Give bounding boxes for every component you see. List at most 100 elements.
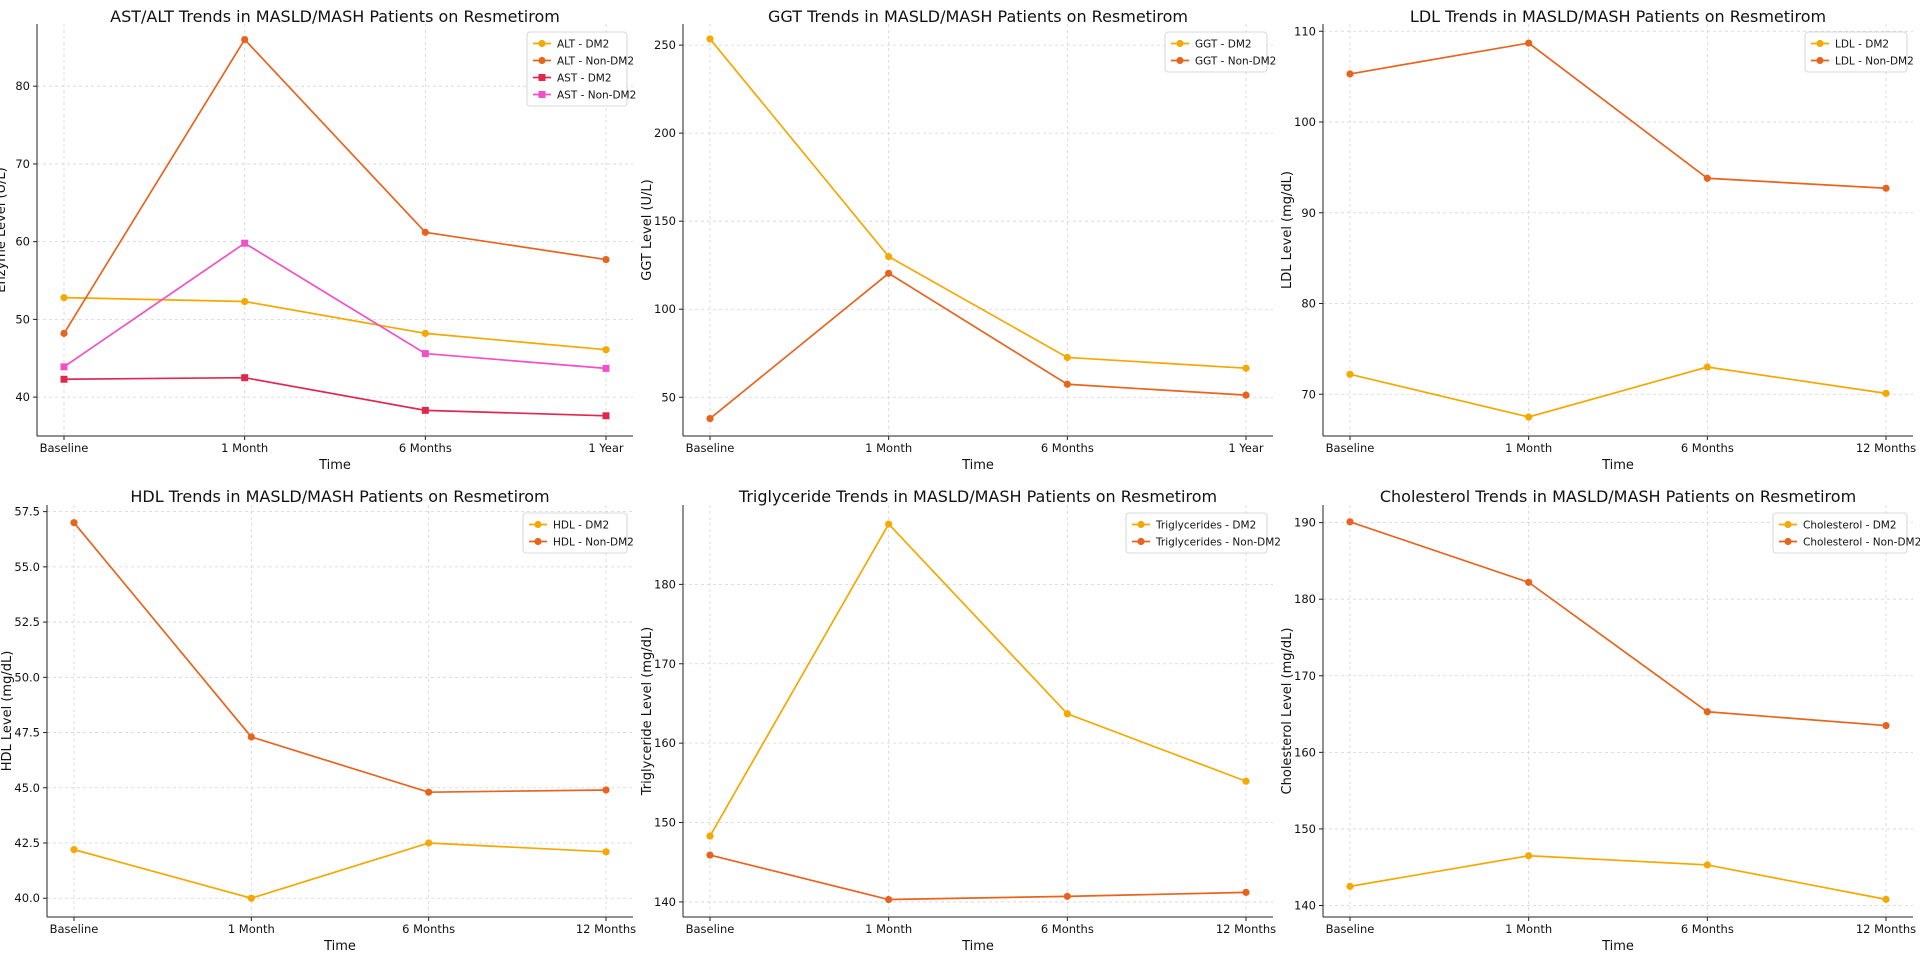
data-point xyxy=(421,350,429,358)
series-1 xyxy=(706,520,1250,840)
data-point xyxy=(1063,892,1071,900)
x-tick-label: Baseline xyxy=(1326,441,1375,455)
data-point xyxy=(885,520,893,528)
legend-swatch-marker xyxy=(538,74,546,81)
data-point xyxy=(1346,882,1354,890)
chart-panel-4: 40.0 42.5 45.0 47.5 50.0 52.5 55.0 57.5 Baseline… xyxy=(0,487,636,954)
data-point xyxy=(1882,895,1890,903)
data-point xyxy=(706,851,714,859)
data-point xyxy=(1525,39,1533,47)
data-point xyxy=(602,255,610,264)
legend-label: Triglycerides - DM2 xyxy=(1155,519,1256,531)
y-tick-label: 45.0 xyxy=(14,781,40,795)
x-tick-label: 6 Months xyxy=(1681,922,1734,936)
data-point xyxy=(602,346,610,354)
legend-swatch-marker xyxy=(1784,537,1792,546)
y-tick-label: 140 xyxy=(654,895,676,909)
series-line xyxy=(73,522,607,794)
y-tick-label: 60 xyxy=(15,235,30,249)
x-tick-label: 1 Month xyxy=(865,922,912,936)
x-axis-label: Time xyxy=(1601,458,1634,473)
data-point xyxy=(1525,413,1533,421)
data-point xyxy=(1063,353,1071,362)
y-tick-label: 50 xyxy=(661,390,676,404)
chart-panel-5: 140 150 160 170 180 Baseline 1 Month 6 Months 12… xyxy=(640,487,1281,954)
x-tick-label: 1 Month xyxy=(221,441,268,455)
y-tick-label: 55.0 xyxy=(14,560,40,574)
series-2 xyxy=(1346,518,1890,730)
legend: HDL - DM2 HDL - Non-DM2 xyxy=(522,512,634,554)
data-point xyxy=(1703,861,1711,869)
y-tick-label: 52.5 xyxy=(14,615,40,629)
data-point xyxy=(1703,708,1711,716)
series-line xyxy=(73,842,607,900)
legend-box xyxy=(1164,31,1268,73)
chart-title: Triglyceride Trends in MASLD/MASH Patien… xyxy=(738,487,1217,506)
legend-box xyxy=(1125,512,1268,554)
legend: ALT - DM2 ALT - Non-DM2 AST - DM2 AST - Non… xyxy=(526,31,636,107)
data-point xyxy=(60,294,68,302)
y-axis-label: Triglyceride Level (mg/dL) xyxy=(640,627,655,796)
data-point xyxy=(1703,363,1711,371)
data-point xyxy=(602,364,610,372)
x-tick-label: 6 Months xyxy=(1041,922,1094,936)
legend: GGT - DM2 GGT - Non-DM2 xyxy=(1164,31,1276,73)
x-tick-label: 1 Year xyxy=(588,441,624,455)
data-point xyxy=(1346,70,1354,78)
x-axis-label: Time xyxy=(961,939,994,954)
x-tick-label: Baseline xyxy=(50,922,99,936)
data-point xyxy=(421,406,429,414)
data-point xyxy=(1063,710,1071,718)
y-axis-label: GGT Level (U/L) xyxy=(640,179,655,281)
series-4 xyxy=(60,239,610,372)
data-point xyxy=(1525,578,1533,586)
y-tick-label: 200 xyxy=(654,126,676,140)
y-tick-label: 50 xyxy=(15,312,30,326)
legend-swatch-marker xyxy=(1784,520,1792,529)
data-point xyxy=(70,846,78,854)
y-tick-label: 170 xyxy=(1294,669,1316,683)
series-line xyxy=(709,854,1247,901)
legend: Triglycerides - DM2 Triglycerides - Non-D… xyxy=(1125,512,1281,554)
series-line xyxy=(63,242,607,370)
y-axis-label: LDL Level (mg/dL) xyxy=(1280,171,1295,289)
legend-swatch-marker xyxy=(534,520,542,529)
legend-box xyxy=(1804,31,1908,73)
data-point xyxy=(1882,184,1890,192)
series-1 xyxy=(706,35,1250,372)
x-axis-label: Time xyxy=(323,939,356,954)
series-line xyxy=(1349,42,1887,190)
series-3 xyxy=(60,374,610,420)
x-tick-label: Baseline xyxy=(686,922,735,936)
legend-swatch-marker xyxy=(538,56,546,65)
y-tick-label: 70 xyxy=(15,157,30,171)
y-tick-label: 110 xyxy=(1294,24,1316,38)
legend-swatch-marker xyxy=(1137,520,1145,529)
series-line xyxy=(709,38,1247,370)
series-2 xyxy=(60,35,610,337)
data-point xyxy=(1882,389,1890,397)
series-2 xyxy=(706,269,1250,423)
data-point xyxy=(602,786,610,794)
x-tick-label: 12 Months xyxy=(1856,922,1916,936)
data-point xyxy=(60,375,68,383)
chart-panel-1: 40 50 60 70 80 Baseline 1 Month 6 Months 1 Year A… xyxy=(0,7,636,473)
x-tick-label: 12 Months xyxy=(1856,441,1916,455)
data-point xyxy=(241,374,249,382)
y-tick-label: 140 xyxy=(1294,899,1316,913)
data-point xyxy=(602,412,610,420)
x-tick-label: 1 Month xyxy=(1505,441,1552,455)
chart-title: GGT Trends in MASLD/MASH Patients on Res… xyxy=(768,7,1188,26)
y-tick-label: 170 xyxy=(654,657,676,671)
series-1 xyxy=(1346,852,1890,903)
legend-label: AST - Non-DM2 xyxy=(557,89,636,101)
data-point xyxy=(241,35,249,44)
legend-label: Triglycerides - Non-DM2 xyxy=(1155,536,1281,548)
data-point xyxy=(241,239,249,247)
chart-panel-2: 50 100 150 200 250 Baseline 1 Month 6 Months 1 Y… xyxy=(640,7,1276,473)
x-tick-label: 1 Month xyxy=(865,441,912,455)
chart-title: HDL Trends in MASLD/MASH Patients on Res… xyxy=(130,487,549,506)
chart-panel-3: 70 80 90 100 110 Baseline 1 Month 6 Months 12 Mo… xyxy=(1280,7,1916,473)
legend-label: AST - DM2 xyxy=(557,72,612,84)
y-axis-label: Cholesterol Level (mg/dL) xyxy=(1280,628,1295,795)
